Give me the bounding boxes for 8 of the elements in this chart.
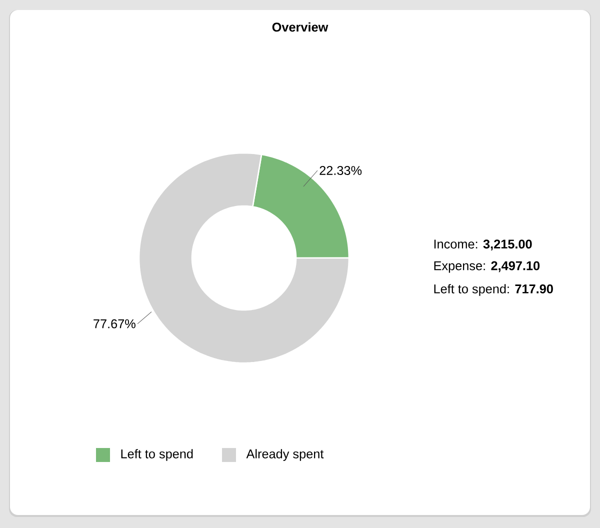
chart-title: Overview (272, 22, 328, 32)
data-label: 77.67% (94, 319, 136, 328)
text: Income: 3,215.00 (434, 240, 532, 250)
text: Expense: 2,497.10 (434, 261, 540, 273)
data-label: 22.33% (320, 166, 362, 175)
text: Left to spend: 717.90 (434, 284, 553, 296)
legend-label: Already spent (246, 449, 324, 461)
legend-label: Left to spend (121, 449, 193, 461)
